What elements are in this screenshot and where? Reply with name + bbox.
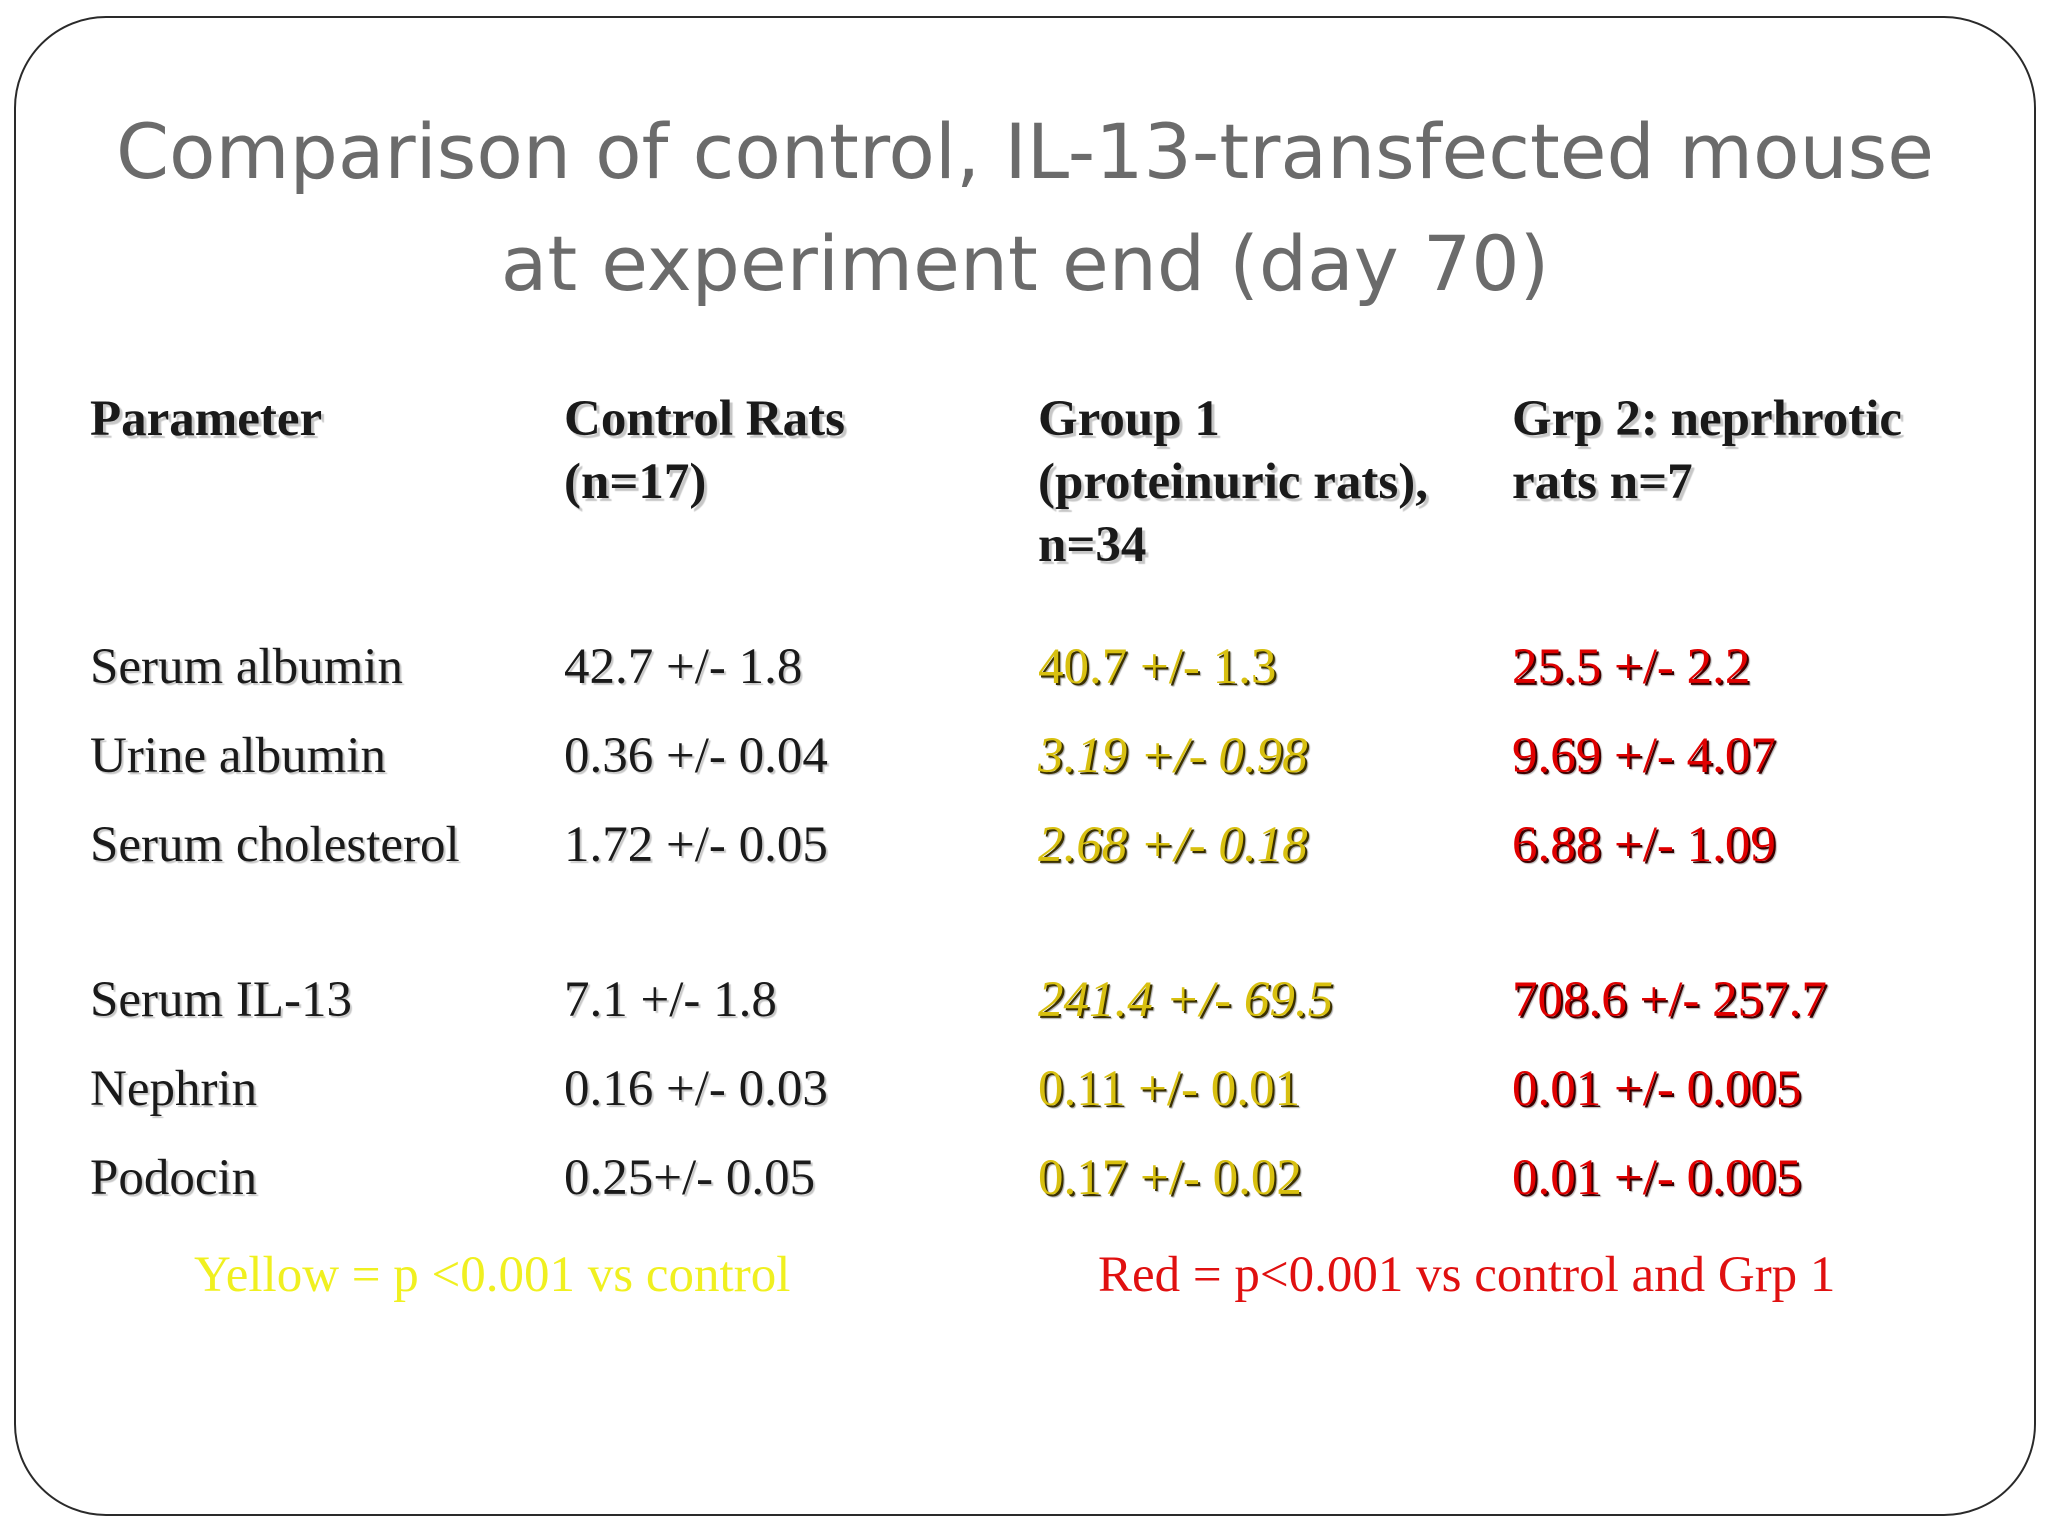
table-row: Podocin 0.25+/- 0.05 0.17 +/- 0.02 0.01 … — [90, 1149, 1990, 1213]
table-row: Urine albumin 0.36 +/- 0.04 3.19 +/- 0.9… — [90, 727, 1990, 791]
row-label: Urine albumin — [90, 728, 387, 784]
header-control-line-1: Control Rats — [564, 391, 845, 447]
table-row: Serum IL-13 7.1 +/- 1.8 241.4 +/- 69.5 7… — [90, 971, 1990, 1035]
header-parameter: Parameter — [90, 388, 322, 451]
control-value: 0.25+/- 0.05 — [564, 1150, 816, 1206]
header-parameter-label: Parameter — [90, 391, 323, 447]
group-1-value: 0.17 +/- 0.02 — [1038, 1150, 1302, 1206]
group-2-value: 25.5 +/- 2.2 — [1512, 639, 1751, 695]
row-label: Nephrin — [90, 1061, 258, 1117]
group-2-value: 6.88 +/- 1.09 — [1512, 817, 1776, 873]
group-1-value: 2.68 +/- 0.18 — [1038, 817, 1308, 873]
slide-title: Comparison of control, IL-13-transfected… — [16, 96, 2034, 320]
header-group-2-line-1: Grp 2: neprhrotic — [1512, 391, 1903, 447]
legend-red: Red = p<0.001 vs control and Grp 1 — [1098, 1247, 1836, 1303]
header-control: Control Rats (n=17) — [564, 388, 845, 514]
table-row: Nephrin 0.16 +/- 0.03 0.11 +/- 0.01 0.01… — [90, 1060, 1990, 1124]
table-header-row: Parameter Control Rats (n=17) Group 1 (p… — [90, 388, 1990, 573]
header-group-1-line-1: Group 1 — [1038, 391, 1220, 447]
group-2-value: 0.01 +/- 0.005 — [1512, 1061, 1802, 1117]
slide: Comparison of control, IL-13-transfected… — [14, 16, 2036, 1516]
row-label: Serum IL-13 — [90, 972, 353, 1028]
group-2-value: 708.6 +/- 257.7 — [1512, 972, 1827, 1028]
slide-title-line-2: at experiment end (day 70) — [500, 219, 1550, 308]
table-row: Serum cholesterol 1.72 +/- 0.05 2.68 +/-… — [90, 816, 1990, 880]
legend-yellow: Yellow = p <0.001 vs control — [194, 1247, 791, 1303]
control-value: 0.16 +/- 0.03 — [564, 1061, 828, 1117]
slide-title-line-1: Comparison of control, IL-13-transfected… — [115, 107, 1935, 196]
group-1-value: 3.19 +/- 0.98 — [1038, 728, 1308, 784]
header-group-1-line-3: n=34 — [1038, 517, 1147, 573]
group-2-value: 9.69 +/- 4.07 — [1512, 728, 1776, 784]
group-2-value: 0.01 +/- 0.005 — [1512, 1150, 1802, 1206]
row-label: Podocin — [90, 1150, 258, 1206]
header-control-line-2: (n=17) — [564, 454, 707, 510]
row-label: Serum albumin — [90, 639, 404, 695]
control-value: 0.36 +/- 0.04 — [564, 728, 828, 784]
header-group-2-line-2: rats n=7 — [1512, 454, 1693, 510]
group-1-value: 241.4 +/- 69.5 — [1038, 972, 1334, 1028]
header-group-1-line-2: (proteinuric rats), — [1038, 454, 1428, 510]
row-label: Serum cholesterol — [90, 817, 460, 873]
group-1-value: 40.7 +/- 1.3 — [1038, 639, 1277, 695]
control-value: 1.72 +/- 0.05 — [564, 817, 828, 873]
table-row: Serum albumin 42.7 +/- 1.8 40.7 +/- 1.3 … — [90, 638, 1990, 702]
header-group-1: Group 1 (proteinuric rats), n=34 — [1038, 388, 1428, 577]
control-value: 42.7 +/- 1.8 — [564, 639, 803, 695]
group-1-value: 0.11 +/- 0.01 — [1038, 1061, 1301, 1117]
header-group-2: Grp 2: neprhrotic rats n=7 — [1512, 388, 1902, 514]
control-value: 7.1 +/- 1.8 — [564, 972, 777, 1028]
